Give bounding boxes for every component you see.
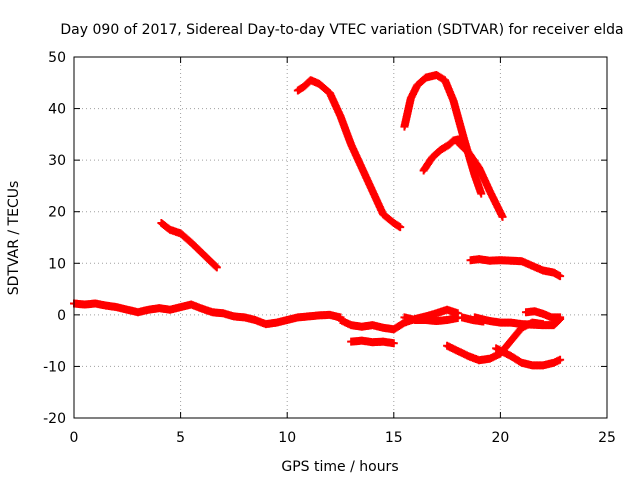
data-point — [212, 263, 221, 272]
series-track-11 — [293, 76, 405, 232]
data-point — [211, 262, 220, 271]
data-point — [498, 212, 507, 221]
series-track-7 — [347, 336, 398, 348]
axis-ticks: 0 5 10 15 20 25 -20 -10 0 10 20 30 40 50 — [43, 50, 616, 446]
y-axis-label: SDTVAR / TECUs — [6, 181, 22, 296]
chart-title: Day 090 of 2017, Sidereal Day-to-day VTE… — [60, 22, 623, 38]
y-tick-label: -20 — [43, 411, 66, 427]
x-tick-label: 10 — [278, 430, 296, 446]
x-tick-label: 5 — [176, 430, 185, 446]
series-track-12 — [400, 71, 486, 198]
x-tick-label: 15 — [385, 430, 403, 446]
data-point — [556, 313, 565, 322]
data-point — [556, 355, 565, 364]
y-tick-label: 40 — [48, 102, 66, 118]
data-point — [556, 272, 565, 281]
y-tick-label: 10 — [48, 256, 66, 272]
data-point — [396, 223, 405, 232]
data-point — [539, 320, 548, 329]
y-tick-label: 30 — [48, 153, 66, 169]
y-tick-label: 0 — [57, 308, 66, 324]
series-track-9 — [492, 344, 565, 370]
grid — [74, 57, 607, 418]
y-tick-label: -10 — [43, 359, 66, 375]
data-point — [389, 339, 398, 348]
series-track-13 — [419, 135, 467, 175]
series-track-6 — [521, 307, 565, 322]
series-track-15 — [466, 255, 565, 281]
series-track-14 — [453, 138, 507, 221]
series-track-3 — [400, 313, 462, 326]
data-point — [477, 189, 486, 198]
x-tick-label: 0 — [70, 430, 79, 446]
series-track-5 — [458, 313, 488, 326]
x-tick-label: 20 — [491, 430, 509, 446]
x-tick-label: 25 — [598, 430, 616, 446]
x-axis-label: GPS time / hours — [281, 459, 398, 475]
series-track-10 — [157, 219, 221, 272]
series-track-1 — [70, 299, 345, 329]
series-group — [70, 71, 565, 370]
plot-frame — [73, 56, 608, 419]
y-tick-label: 20 — [48, 205, 66, 221]
y-tick-label: 50 — [48, 50, 66, 66]
data-point — [479, 317, 488, 326]
